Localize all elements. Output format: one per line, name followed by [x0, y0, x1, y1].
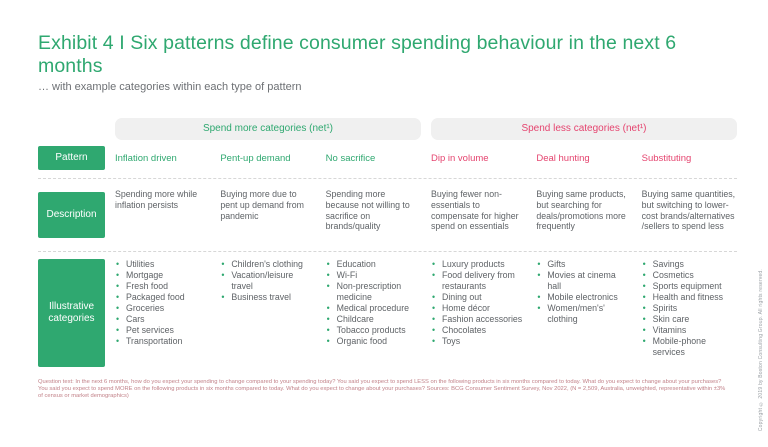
category-item: Medical procedure [326, 303, 421, 314]
description-cell-2: Spending more because not willing to sac… [325, 189, 410, 232]
category-item: Savings [642, 259, 737, 270]
row-label-categories: Illustrative categories [38, 259, 105, 367]
category-item: Pet services [115, 325, 210, 336]
category-list-1: Children's clothingVacation/leisure trav… [220, 259, 315, 371]
category-item: Toys [431, 336, 526, 347]
category-item: Dining out [431, 292, 526, 303]
row-label-pattern: Pattern [38, 146, 105, 170]
category-item: Food delivery from restaurants [431, 270, 526, 292]
category-item: Movies at cinema hall [536, 270, 631, 292]
pattern-header-0: Inflation driven [115, 152, 177, 164]
category-item: Business travel [220, 292, 315, 303]
pattern-header-row: Pattern Inflation driven Pent-up demand No… [38, 145, 737, 171]
category-item: Children's clothing [220, 259, 315, 270]
category-item: Non-prescription medicine [326, 281, 421, 303]
category-item: Fresh food [115, 281, 210, 292]
category-item: Utilities [115, 259, 210, 270]
group-band-row: Spend more categories (net¹) Spend less … [38, 118, 737, 140]
category-item: Vitamins [642, 325, 737, 336]
pattern-header-2: No sacrifice [325, 152, 376, 164]
description-row: Description Spending more while inflatio… [38, 186, 737, 244]
page-title: Exhibit 4 I Six patterns define consumer… [38, 32, 677, 77]
categories-row: Illustrative categories UtilitiesMortgag… [38, 259, 737, 371]
category-item: Mortgage [115, 270, 210, 281]
category-item: Fashion accessories [431, 314, 526, 325]
description-cell-3: Buying fewer non-essentials to compensat… [431, 189, 519, 232]
copyright: Copyright © 2019 by Boston Consulting Gr… [758, 268, 764, 431]
category-item: Mobile electronics [536, 292, 631, 303]
category-item: Gifts [536, 259, 631, 270]
page-subtitle: … with example categories within each ty… [38, 81, 302, 93]
patterns-table: Spend more categories (net¹) Spend less … [38, 118, 737, 371]
category-item: Luxury products [431, 259, 526, 270]
category-item: Education [326, 259, 421, 270]
description-cell-5: Buying same quantities, but switching to… [641, 189, 736, 232]
pattern-header-1: Pent-up demand [220, 152, 291, 164]
category-item: Sports equipment [642, 281, 737, 292]
category-item: Cosmetics [642, 270, 737, 281]
category-item: Skin care [642, 314, 737, 325]
category-item: Packaged food [115, 292, 210, 303]
pattern-header-5: Substituting [641, 152, 692, 164]
category-item: Chocolates [431, 325, 526, 336]
description-cell-4: Buying same products, but searching for … [536, 189, 626, 232]
category-item: Women/men's' clothing [536, 303, 631, 325]
spend-more-band: Spend more categories (net¹) [115, 118, 421, 140]
category-item: Organic food [326, 336, 421, 347]
category-item: Transportation [115, 336, 210, 347]
category-item: Tobacco products [326, 325, 421, 336]
category-item: Groceries [115, 303, 210, 314]
category-item: Vacation/leisure travel [220, 270, 315, 292]
row-divider [38, 178, 737, 179]
category-list-0: UtilitiesMortgageFresh foodPackaged food… [115, 259, 210, 371]
footnote: Question text: In the next 6 months, how… [38, 379, 726, 399]
category-list-4: GiftsMovies at cinema hallMobile electro… [536, 259, 631, 371]
category-list-2: EducationWi-FiNon-prescription medicineM… [326, 259, 421, 371]
category-item: Childcare [326, 314, 421, 325]
category-item: Spirits [642, 303, 737, 314]
description-cell-1: Buying more due to pent up demand from p… [220, 189, 304, 221]
category-item: Cars [115, 314, 210, 325]
spend-less-band: Spend less categories (net¹) [431, 118, 737, 140]
category-item: Mobile-phone services [642, 336, 737, 358]
category-item: Home décor [431, 303, 526, 314]
pattern-header-4: Deal hunting [536, 152, 590, 164]
category-item: Wi-Fi [326, 270, 421, 281]
row-divider [38, 251, 737, 252]
pattern-header-3: Dip in volume [431, 152, 489, 164]
category-list-3: Luxury productsFood delivery from restau… [431, 259, 526, 371]
category-list-5: SavingsCosmeticsSports equipmentHealth a… [642, 259, 737, 371]
row-label-description: Description [38, 192, 105, 238]
description-cell-0: Spending more while inflation persists [115, 189, 198, 210]
category-item: Health and fitness [642, 292, 737, 303]
